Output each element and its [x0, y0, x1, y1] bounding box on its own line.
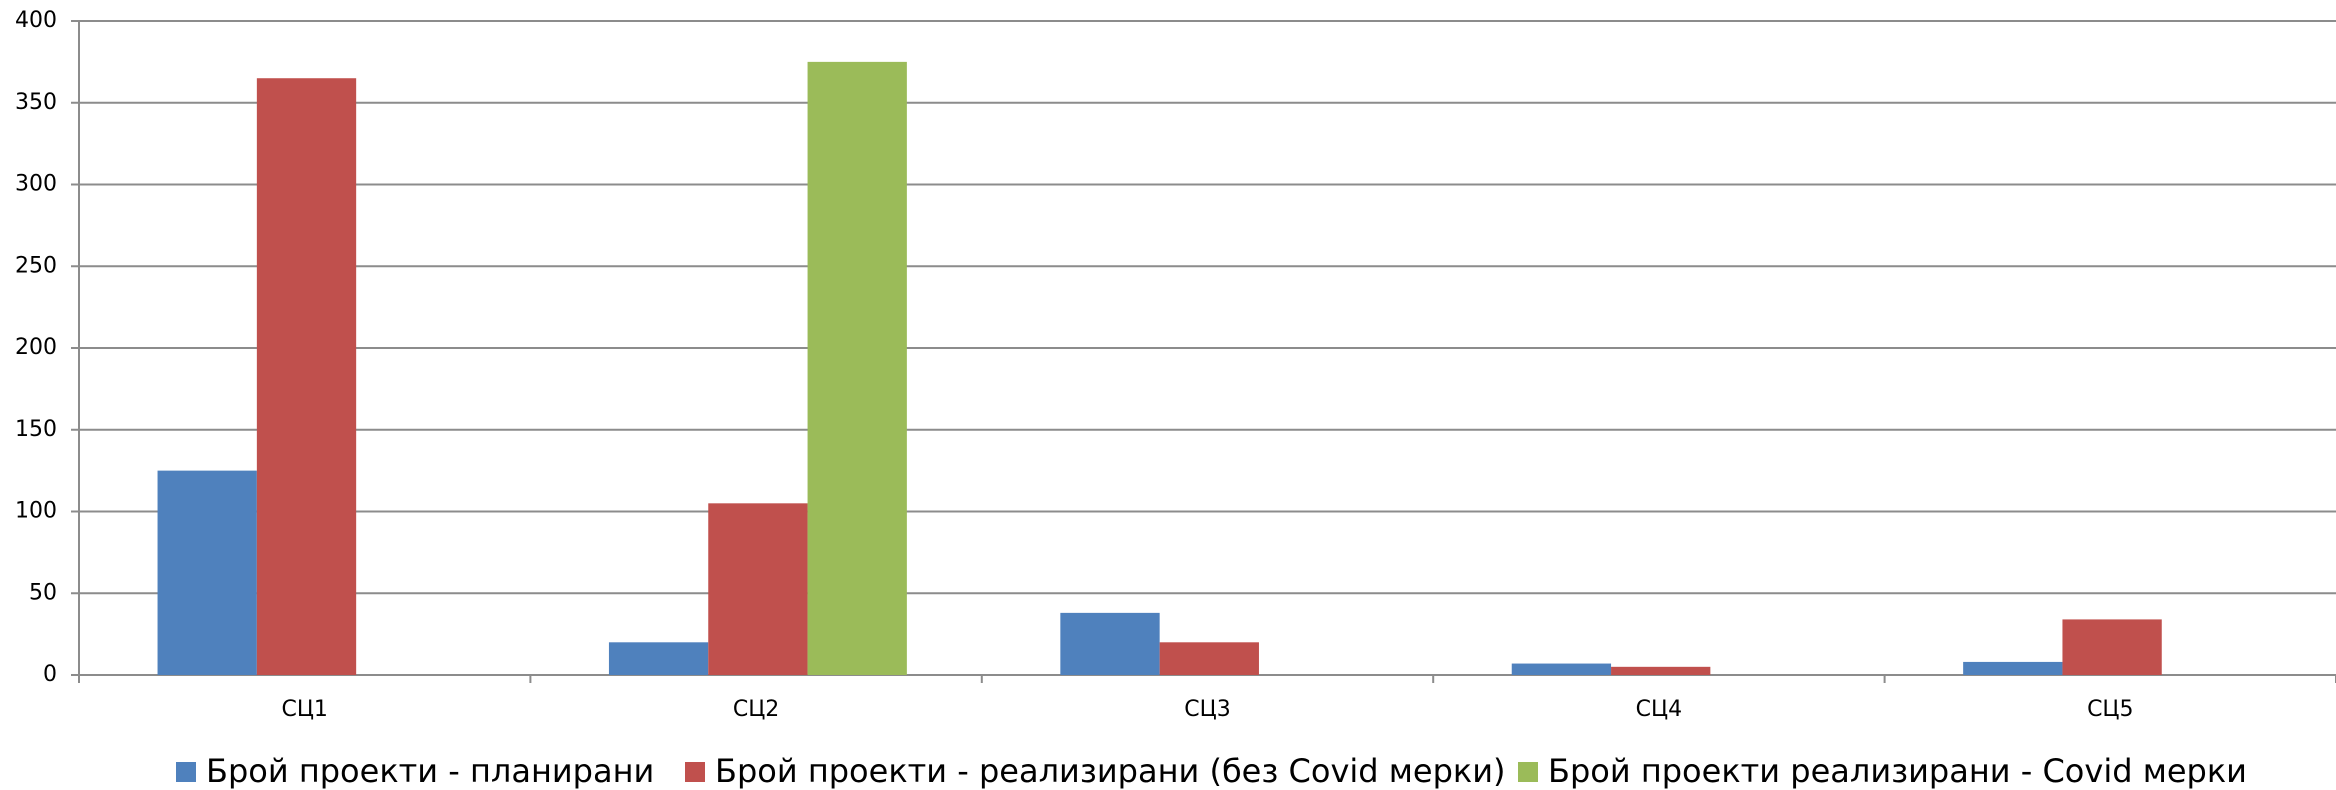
legend-swatch	[176, 762, 196, 782]
y-tick-label: 250	[15, 253, 57, 278]
x-tick-label: СЦ2	[733, 697, 779, 722]
y-tick-label: 100	[15, 499, 57, 524]
bar	[1611, 666, 1711, 675]
bar	[1060, 612, 1160, 675]
bar	[608, 642, 709, 675]
x-tick-label: СЦ4	[1636, 697, 1682, 722]
legend-label: Брой проекти - реализирани (без Covid ме…	[715, 752, 1506, 790]
legend-swatch	[1518, 762, 1538, 782]
y-tick-label: 400	[15, 8, 57, 33]
y-tick-label: 200	[15, 335, 57, 360]
x-tick-label: СЦ3	[1184, 697, 1230, 722]
y-tick-label: 350	[15, 90, 57, 115]
y-tick-label: 300	[15, 172, 57, 197]
bar	[157, 470, 257, 675]
bar	[256, 78, 357, 676]
y-tick-label: 50	[29, 580, 57, 605]
bar	[2062, 619, 2162, 675]
y-tick-label: 150	[15, 417, 57, 442]
x-tick-label: СЦ1	[281, 697, 327, 722]
bar	[1963, 661, 2063, 675]
legend-label: Брой проекти реализирани - Covid мерки	[1548, 752, 2247, 790]
x-tick-label: СЦ5	[2087, 697, 2133, 722]
legend-label: Брой проекти - планирани	[206, 752, 654, 790]
y-tick-label: 0	[43, 662, 57, 687]
bar	[807, 61, 907, 675]
legend-swatch	[685, 762, 705, 782]
bar	[1511, 663, 1612, 675]
bar	[708, 503, 808, 675]
bar	[1159, 642, 1259, 675]
